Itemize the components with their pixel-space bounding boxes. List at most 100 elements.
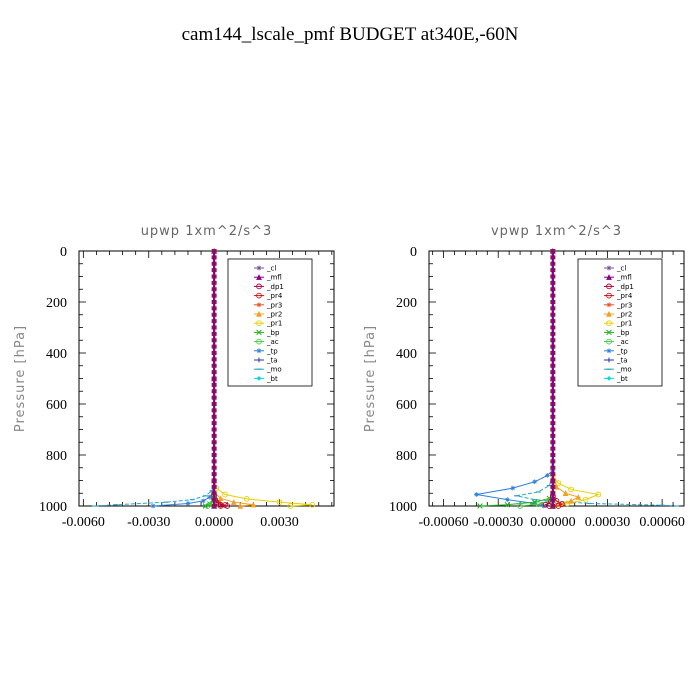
data-point — [309, 501, 316, 508]
y-axis-label: Pressure [hPa] — [13, 325, 28, 432]
legend-marker — [256, 357, 262, 363]
legend: _cl_mfl_dp1_pr4_pr3_pr2_pr1_bp_ac_tp_ta_… — [227, 258, 313, 387]
data-point — [473, 492, 479, 497]
data-point — [204, 503, 211, 509]
y-tick-label: 800 — [46, 449, 67, 464]
legend-marker — [256, 329, 262, 336]
data-point — [504, 501, 511, 508]
legend-marker — [256, 320, 262, 327]
data-point — [207, 494, 213, 500]
legend-label: _mfl — [266, 274, 282, 282]
legend-label: _tp — [616, 347, 628, 355]
series-line — [516, 475, 677, 507]
legend-label: _cl — [616, 265, 626, 273]
legend-marker — [256, 310, 262, 317]
data-point — [243, 496, 250, 502]
legend-label: _tp — [266, 347, 278, 355]
data-point — [562, 490, 569, 496]
x-tick-label: 0.0030 — [260, 515, 299, 530]
y-tick-label: 600 — [46, 398, 67, 413]
legend-marker — [256, 302, 262, 308]
legend-marker — [256, 283, 262, 290]
data-point — [217, 501, 224, 508]
y-tick-label: 1000 — [389, 500, 417, 515]
series-line — [552, 475, 601, 507]
y-tick-label: 400 — [46, 347, 67, 362]
data-point — [544, 473, 550, 478]
legend-label: _ta — [616, 357, 628, 365]
y-tick-label: 800 — [396, 449, 417, 464]
data-point — [230, 499, 237, 505]
legend-marker — [606, 302, 612, 308]
y-tick-label: 200 — [396, 296, 417, 311]
legend-marker — [606, 338, 612, 345]
legend-label: _mo — [616, 366, 632, 374]
legend-label: _pr4 — [616, 292, 633, 300]
data-point — [217, 495, 224, 502]
data-point — [185, 501, 191, 506]
legend-box — [577, 258, 663, 387]
legend-label: _dp1 — [616, 283, 634, 291]
legend-marker — [256, 376, 262, 381]
legend-label: _pr1 — [616, 320, 632, 328]
data-point — [575, 494, 582, 500]
legend-label: _cl — [266, 265, 276, 273]
legend-marker — [606, 292, 612, 299]
data-point — [237, 502, 244, 509]
legend-label: _pr4 — [266, 292, 283, 300]
legend-label: _bp — [266, 329, 280, 337]
zero-line-markers — [211, 249, 217, 508]
data-point — [535, 501, 542, 508]
data-point — [150, 503, 156, 509]
data-point — [555, 480, 562, 486]
y-tick-label: 200 — [46, 296, 67, 311]
legend: _cl_mfl_dp1_pr4_pr3_pr2_pr1_bp_ac_tp_ta_… — [577, 258, 663, 387]
legend-label: _bp — [616, 329, 630, 337]
data-point — [504, 497, 510, 503]
x-tick-label: -0.00060 — [418, 515, 468, 530]
data-point — [542, 501, 549, 508]
legend-label: _ac — [266, 338, 279, 346]
legend-marker — [256, 348, 262, 354]
legend-label: _mfl — [616, 274, 632, 282]
data-point — [276, 499, 283, 506]
series-line — [213, 480, 313, 507]
vpwp-chart: vpwp 1xm^2/s^3 Pressure [hPa] 0 200 400 600 80… — [363, 224, 685, 530]
data-point — [510, 485, 516, 491]
x-tick-label: -0.0030 — [127, 515, 170, 530]
data-point — [532, 501, 538, 506]
y-tick-label: 400 — [396, 347, 417, 362]
legend-marker — [606, 357, 612, 363]
y-tick-label: 1000 — [39, 500, 67, 515]
x-tick-label: -0.0060 — [62, 515, 105, 530]
data-point — [568, 497, 574, 504]
data-point — [200, 498, 206, 504]
legend-marker — [606, 376, 612, 381]
legend-label: _dp1 — [266, 283, 284, 291]
legend-marker — [606, 320, 612, 327]
legend-marker — [606, 283, 612, 290]
data-point — [224, 503, 231, 509]
legend-marker — [606, 310, 612, 317]
x-tick-label: 0.0000 — [195, 515, 234, 530]
x-tick-label: -0.00030 — [473, 515, 523, 530]
zero-line-markers — [550, 249, 556, 508]
legend-marker — [256, 265, 262, 271]
data-point — [595, 491, 602, 498]
upwp-chart: upwp 1xm^2/s^3 Pressure [hPa] 0 200 400 600 80… — [13, 224, 335, 530]
data-point — [477, 503, 483, 509]
data-point — [582, 496, 589, 503]
legend-label: _pr3 — [266, 301, 282, 309]
legend-marker — [606, 348, 612, 354]
chart-title: upwp 1xm^2/s^3 — [141, 224, 273, 239]
legend-label: _pr2 — [616, 311, 632, 319]
legend-label: _ac — [616, 338, 629, 346]
legend-label: _bt — [266, 375, 278, 383]
x-tick-label: 0.00000 — [530, 515, 576, 530]
data-point — [532, 479, 538, 485]
legend-marker — [606, 329, 612, 336]
legend-label: _pr1 — [266, 320, 282, 328]
y-axis-label: Pressure [hPa] — [363, 325, 378, 432]
data-point — [568, 486, 574, 493]
